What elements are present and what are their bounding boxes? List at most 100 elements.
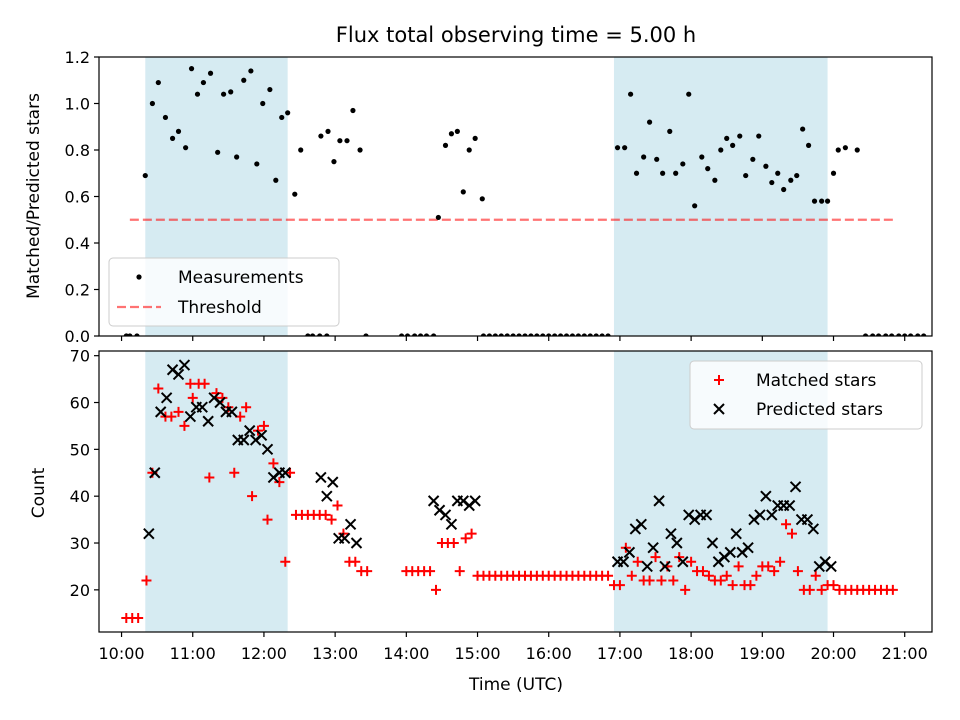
measurement-point	[228, 89, 234, 95]
measurement-point	[540, 333, 546, 336]
measurement-point	[862, 333, 869, 336]
measurement-point	[317, 333, 323, 336]
legend: Measurements Threshold	[108, 257, 340, 327]
measurement-point	[800, 126, 806, 132]
measurement-point	[575, 333, 581, 336]
predicted-stars-point	[261, 443, 274, 456]
measurement-point	[292, 191, 298, 197]
measurement-point	[830, 170, 837, 176]
measurement-point	[417, 333, 424, 336]
x-tick-label: 18:00	[668, 644, 714, 663]
predicted-stars-point	[825, 560, 837, 573]
matched-stars-point	[258, 420, 269, 431]
measurement-point	[142, 172, 148, 179]
measurement-point	[534, 333, 540, 336]
measurement-point	[169, 135, 176, 141]
legend-matched-label: Matched stars	[756, 371, 876, 391]
matched-stars-point	[828, 580, 839, 591]
measurement-point	[614, 145, 621, 151]
measurement-point	[633, 170, 640, 176]
predicted-stars-point	[641, 560, 653, 573]
measurement-point	[870, 333, 876, 336]
measurement-point	[260, 100, 266, 107]
predicted-stars-point	[149, 467, 161, 479]
predicted-stars-point	[700, 509, 713, 521]
x-tick-label: 20:00	[810, 644, 856, 663]
predicted-stars-point	[742, 541, 754, 554]
measurement-point	[448, 131, 455, 137]
predicted-stars-point	[327, 476, 339, 488]
predicted-stars-point	[801, 513, 814, 526]
matched-stars-point	[769, 566, 780, 577]
measurement-point	[522, 333, 528, 336]
predicted-stars-point	[338, 532, 351, 545]
top-y-axis-label: Matched/Predicted stars	[24, 93, 44, 299]
y-tick-label: 60	[70, 394, 90, 413]
predicted-stars-point	[671, 537, 683, 549]
matched-stars-point	[632, 556, 643, 567]
measurement-point	[842, 145, 848, 151]
predicted-stars-point	[760, 490, 772, 502]
measurement-point	[756, 133, 762, 139]
legend-box	[108, 257, 340, 327]
matched-stars-point	[179, 420, 190, 431]
measurement-point	[248, 68, 254, 74]
measurement-point	[285, 110, 291, 116]
legend: Matched stars Predicted stars	[689, 360, 923, 430]
measurement-point	[641, 154, 647, 160]
predicted-stars-point	[238, 434, 250, 446]
x-tick-label: 12:00	[241, 644, 287, 663]
matched-stars-point	[792, 566, 803, 577]
measurement-point	[908, 333, 914, 336]
measurement-point	[587, 333, 593, 336]
measurement-point	[357, 147, 363, 153]
matched-stars-point	[804, 584, 815, 595]
measurement-point	[737, 133, 743, 139]
matched-stars-point	[763, 561, 774, 572]
x-tick-label: 21:00	[882, 644, 928, 663]
predicted-stars-point	[623, 546, 636, 559]
matched-stars-point	[697, 566, 708, 577]
matched-stars-point	[187, 392, 198, 403]
predicted-stars-point	[226, 406, 238, 418]
matched-stars-point	[668, 575, 679, 586]
measurement-point	[324, 333, 330, 336]
x-tick-label: 15:00	[454, 644, 500, 663]
measurement-point	[412, 333, 418, 336]
matched-stars-point	[153, 383, 164, 394]
measurement-point	[480, 333, 487, 336]
predicted-stars-point	[445, 518, 458, 530]
y-tick-label: 0.0	[65, 327, 90, 346]
y-tick-label: 20	[70, 581, 90, 600]
measurement-point	[516, 333, 522, 336]
y-tick-label: 0.6	[65, 188, 90, 207]
measurement-point	[175, 128, 182, 134]
measurement-point	[404, 333, 411, 336]
y-tick-label: 1.2	[65, 48, 90, 67]
measurement-point	[498, 333, 504, 336]
measurement-point	[325, 128, 331, 134]
measurement-point	[824, 198, 831, 204]
predicted-stars-point	[143, 527, 155, 540]
matched-stars-point	[751, 570, 762, 581]
measurement-point	[718, 147, 724, 153]
matched-stars-point	[274, 477, 285, 488]
measurement-point	[563, 333, 570, 336]
measurement-point	[486, 333, 492, 336]
measurement-point	[273, 177, 279, 183]
x-tick-label: 19:00	[739, 644, 785, 663]
measurement-point	[305, 333, 311, 336]
measurement-point	[127, 333, 133, 336]
measurement-point	[546, 333, 552, 336]
measurement-point	[318, 133, 324, 139]
legend-measurements-label: Measurements	[178, 268, 304, 288]
measurement-point	[699, 154, 705, 160]
matched-stars-point	[816, 584, 827, 595]
measurement-point	[454, 128, 460, 134]
predicted-stars-point	[789, 481, 802, 493]
measurement-point	[220, 91, 227, 97]
measurement-point	[921, 333, 927, 336]
predicted-stars-point	[754, 509, 766, 521]
measurement-point	[915, 333, 921, 336]
measurement-point	[472, 135, 478, 141]
